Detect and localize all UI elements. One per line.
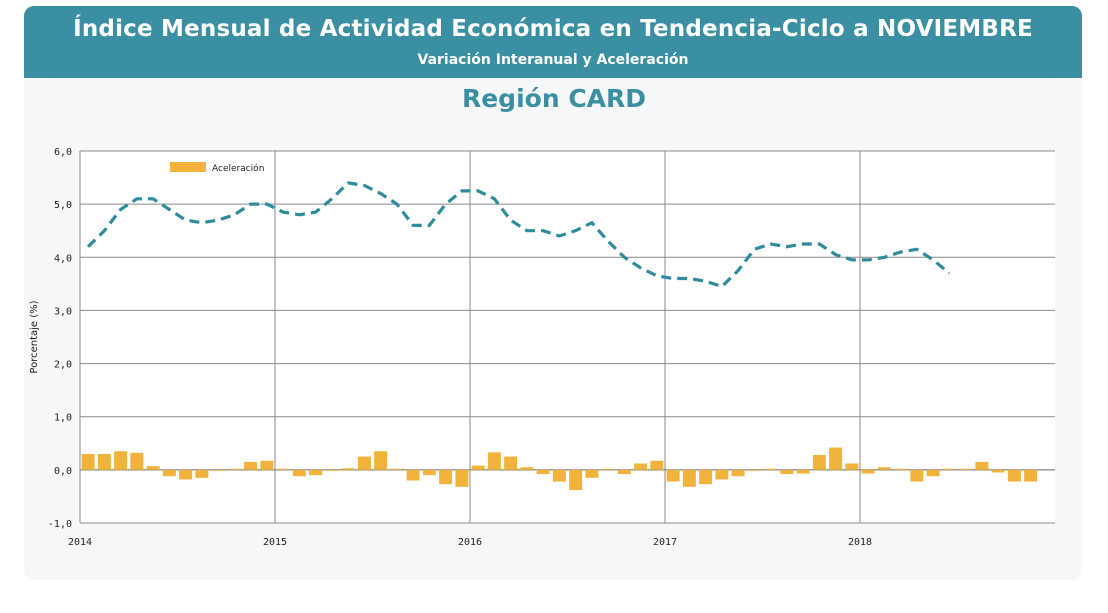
aceleracion-bar — [455, 469, 469, 487]
aceleracion-bar — [1007, 469, 1021, 482]
aceleracion-bar — [780, 469, 794, 475]
aceleracion-bar — [812, 454, 826, 470]
aceleracion-bar — [699, 469, 713, 485]
aceleracion-bar — [650, 460, 664, 470]
y-tick-label: 3,0 — [54, 306, 72, 317]
region-title: Región CARD — [461, 84, 647, 113]
y-tick-label: 2,0 — [54, 360, 72, 371]
aceleracion-bar — [471, 465, 485, 470]
aceleracion-bar — [942, 468, 956, 470]
aceleracion-bar — [552, 469, 566, 482]
aceleracion-bar — [130, 452, 144, 470]
chart-title: Índice Mensual de Actividad Económica en… — [73, 16, 1033, 42]
aceleracion-bar — [81, 453, 95, 470]
aceleracion-bar — [731, 469, 745, 477]
aceleracion-bar — [439, 469, 453, 485]
aceleracion-bar — [877, 467, 891, 470]
aceleracion-bar — [910, 469, 924, 482]
x-tick-label: 2017 — [653, 537, 677, 548]
aceleracion-bar — [715, 469, 729, 480]
aceleracion-bar — [357, 456, 371, 470]
plot-area — [80, 151, 1055, 523]
aceleracion-bar — [179, 469, 193, 480]
aceleracion-bar — [991, 469, 1005, 473]
y-tick-label: 1,0 — [54, 413, 72, 424]
aceleracion-bar — [1024, 469, 1038, 482]
aceleracion-bar — [341, 468, 355, 470]
y-tick-label: 0,0 — [54, 466, 72, 477]
aceleracion-bar — [97, 453, 111, 470]
x-tick-label: 2016 — [458, 537, 482, 548]
aceleracion-bar — [211, 469, 225, 471]
aceleracion-bar — [114, 451, 128, 470]
aceleracion-bar — [975, 461, 989, 470]
aceleracion-bar — [894, 468, 908, 470]
aceleracion-bar — [244, 461, 258, 470]
aceleracion-bar — [162, 469, 176, 477]
x-tick-label: 2014 — [68, 537, 92, 548]
aceleracion-bar — [747, 469, 761, 471]
legend-label: Aceleración — [212, 163, 264, 174]
y-tick-label: 5,0 — [54, 200, 72, 211]
aceleracion-bar — [422, 469, 436, 476]
aceleracion-bar — [959, 468, 973, 470]
aceleracion-bar — [406, 469, 420, 481]
aceleracion-bar — [390, 468, 404, 470]
aceleracion-bar — [764, 468, 778, 470]
x-tick-label: 2018 — [848, 537, 872, 548]
aceleracion-bar — [309, 469, 323, 476]
x-tick-label: 2015 — [263, 537, 287, 548]
variacion-line — [86, 181, 951, 289]
aceleracion-bar — [682, 469, 696, 487]
aceleracion-bar — [861, 469, 875, 474]
aceleracion-bar — [260, 460, 274, 470]
aceleracion-bar — [504, 456, 518, 470]
aceleracion-bar — [227, 468, 241, 470]
legend-swatch — [170, 162, 206, 172]
aceleracion-bar — [292, 469, 306, 477]
aceleracion-bar — [325, 469, 339, 471]
aceleracion-bar — [926, 469, 940, 477]
aceleracion-bar — [487, 452, 501, 470]
aceleracion-bar — [374, 451, 388, 470]
y-tick-label: -1,0 — [48, 519, 72, 530]
aceleracion-bar — [276, 468, 290, 470]
aceleracion-bar — [617, 469, 631, 475]
aceleracion-bar — [634, 463, 648, 470]
chart-subtitle: Variación Interanual y Aceleración — [417, 52, 689, 68]
aceleracion-bar — [569, 469, 583, 491]
aceleracion-bar — [829, 447, 843, 470]
aceleracion-bar — [796, 469, 810, 474]
aceleracion-bar — [520, 467, 534, 470]
aceleracion-bar — [536, 469, 550, 475]
aceleracion-bar — [601, 468, 615, 470]
y-tick-label: 4,0 — [54, 253, 72, 264]
aceleracion-bar — [845, 463, 859, 470]
aceleracion-bar — [666, 469, 680, 482]
aceleracion-bar — [585, 469, 599, 478]
aceleracion-bar — [146, 466, 160, 470]
y-axis-label: Porcentaje (%) — [29, 300, 40, 373]
aceleracion-bar — [195, 469, 209, 478]
y-tick-label: 6,0 — [54, 147, 72, 158]
title-banner: Índice Mensual de Actividad Económica en… — [24, 6, 1082, 78]
